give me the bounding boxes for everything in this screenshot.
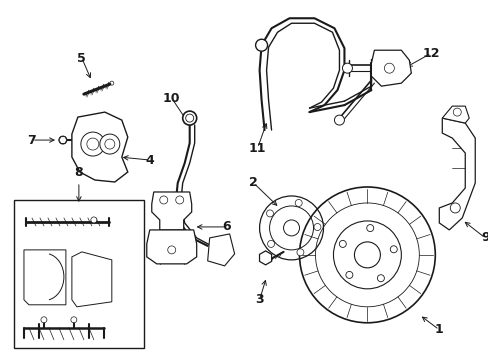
Polygon shape <box>441 106 468 123</box>
Circle shape <box>452 108 460 116</box>
Text: 7: 7 <box>27 134 36 147</box>
Polygon shape <box>146 230 196 264</box>
Polygon shape <box>72 112 127 182</box>
Circle shape <box>167 246 175 254</box>
Circle shape <box>266 210 273 217</box>
Text: 10: 10 <box>163 92 180 105</box>
Circle shape <box>342 63 352 73</box>
Circle shape <box>449 203 459 213</box>
Text: 5: 5 <box>77 52 86 65</box>
Text: 1: 1 <box>434 323 443 336</box>
Circle shape <box>41 317 47 323</box>
Circle shape <box>295 199 302 207</box>
Text: 11: 11 <box>248 141 266 154</box>
Circle shape <box>71 317 77 323</box>
Circle shape <box>91 217 97 223</box>
Circle shape <box>255 39 267 51</box>
Circle shape <box>100 134 120 154</box>
Text: 9: 9 <box>480 231 488 244</box>
Text: 4: 4 <box>145 153 154 167</box>
Circle shape <box>296 249 303 256</box>
Circle shape <box>160 196 167 204</box>
Circle shape <box>59 136 67 144</box>
Polygon shape <box>207 234 234 266</box>
Circle shape <box>384 63 393 73</box>
Text: 12: 12 <box>422 47 439 60</box>
Circle shape <box>183 111 196 125</box>
Circle shape <box>175 196 183 204</box>
Text: 6: 6 <box>222 220 230 233</box>
Text: 3: 3 <box>255 293 264 306</box>
Circle shape <box>267 240 274 247</box>
Circle shape <box>313 224 320 230</box>
Text: 8: 8 <box>74 166 83 179</box>
Polygon shape <box>72 252 112 307</box>
Polygon shape <box>24 250 66 305</box>
Polygon shape <box>151 192 191 230</box>
Polygon shape <box>438 118 474 230</box>
Bar <box>14 200 143 348</box>
Circle shape <box>334 115 344 125</box>
Circle shape <box>81 132 104 156</box>
Text: 2: 2 <box>249 176 258 189</box>
Polygon shape <box>371 50 410 86</box>
